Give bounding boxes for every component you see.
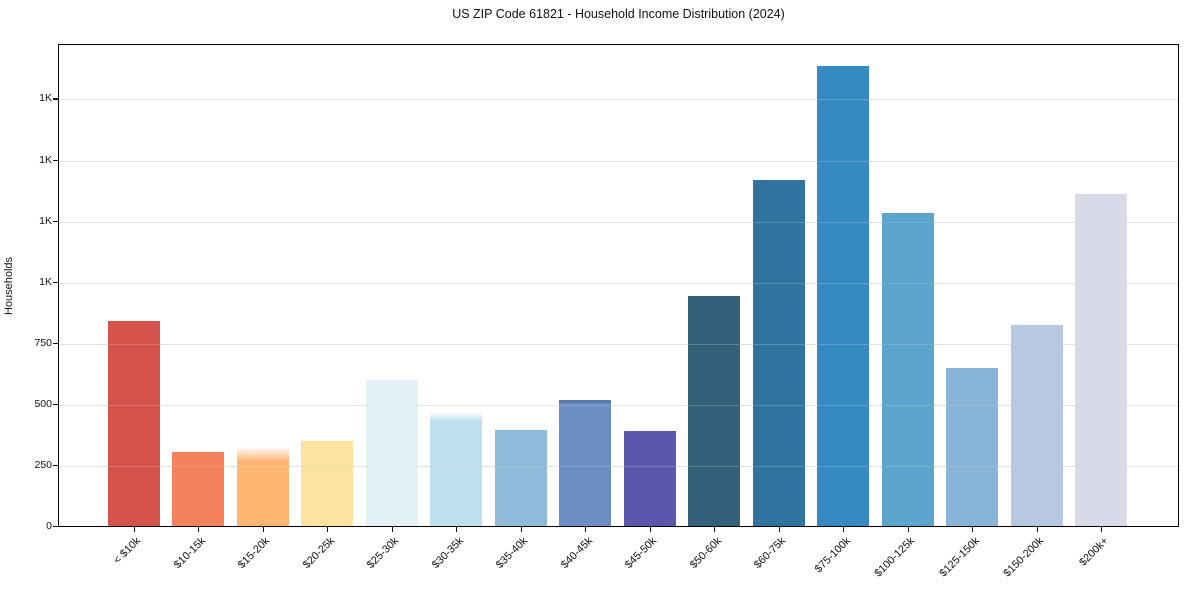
- gridline-overlay-250: [59, 465, 1178, 467]
- plot-area: [58, 44, 1179, 527]
- x-tick-mark-12: [907, 527, 909, 532]
- y-tick-mark-6: [53, 159, 58, 161]
- y-tick-mark-5: [53, 220, 58, 222]
- y-tick-label-1: 250: [34, 458, 52, 471]
- gridline-1500: [59, 160, 1178, 162]
- y-tick-mark-1: [53, 464, 58, 467]
- chart-title: US ZIP Code 61821 - Household Income Dis…: [452, 7, 785, 21]
- x-tick-mark-6: [520, 527, 522, 532]
- bar-15-200k: [1075, 193, 1127, 526]
- x-tick-mark-3: [327, 527, 329, 532]
- y-tick-mark-2: [53, 403, 58, 406]
- y-tick-label-3: 750: [34, 336, 52, 349]
- bar-2-15-20k: [236, 446, 289, 526]
- bar-12-100-125k: [881, 213, 934, 526]
- bar-4-25-30k: [365, 380, 418, 526]
- y-tick-mark-4: [53, 281, 58, 283]
- bar-1-10-15k: [172, 452, 224, 526]
- y-tick-label-4: 1K: [39, 275, 52, 288]
- y-tick-label-5: 1K: [39, 214, 52, 227]
- x-tick-mark-1: [198, 527, 200, 532]
- bar-7-40-45k: [559, 400, 611, 526]
- x-tick-mark-9: [714, 527, 716, 532]
- bar-3-20-25k: [301, 441, 353, 526]
- y-tick-mark-7: [53, 98, 58, 100]
- x-tick-mark-2: [262, 527, 264, 532]
- gridline-overlay-1250: [59, 221, 1178, 223]
- y-tick-label-7: 1K: [39, 92, 52, 105]
- y-tick-label-6: 1K: [39, 153, 52, 166]
- gridline-overlay-750: [59, 343, 1178, 345]
- gridline-overlay-1000: [59, 282, 1178, 284]
- x-tick-mark-8: [649, 527, 651, 532]
- gridline-overlay-1500: [59, 160, 1178, 162]
- y-tick-label-0: 0: [46, 520, 52, 532]
- gridline-overlay-1750: [59, 99, 1178, 101]
- x-tick-mark-4: [391, 527, 393, 532]
- gridline-250: [59, 465, 1178, 467]
- x-tick-mark-13: [972, 527, 974, 532]
- gridline-1250: [59, 221, 1178, 223]
- gridline-1750: [59, 99, 1178, 101]
- x-tick-mark-5: [456, 527, 458, 532]
- bar-8-45-50k: [623, 431, 676, 526]
- x-tick-label-0-10k: < $10k: [111, 534, 143, 567]
- x-tick-mark-15: [1101, 527, 1103, 532]
- x-tick-mark-11: [843, 527, 845, 532]
- bar-5-30-35k: [430, 412, 482, 526]
- y-tick-label-2: 500: [34, 397, 52, 410]
- y-tick-mark-0: [53, 526, 58, 528]
- bar-0-10k: [107, 321, 160, 526]
- x-tick-mark-0: [133, 527, 135, 532]
- bar-14-150-200k: [1010, 325, 1063, 526]
- x-tick-mark-10: [778, 527, 780, 532]
- bar-11-75-100k: [817, 65, 869, 526]
- bar-13-125-150k: [946, 368, 998, 526]
- x-tick-mark-7: [585, 527, 587, 532]
- bar-9-50-60k: [688, 296, 740, 526]
- bar-top-edge-7: [559, 400, 611, 404]
- gridline-500: [59, 404, 1178, 406]
- gridline-overlay-500: [59, 404, 1178, 406]
- gridline-1000: [59, 282, 1178, 284]
- y-tick-mark-3: [53, 342, 58, 344]
- gridline-750: [59, 343, 1178, 345]
- bar-10-60-75k: [752, 180, 805, 526]
- bar-6-35-40k: [494, 430, 547, 526]
- x-tick-mark-14: [1036, 527, 1038, 532]
